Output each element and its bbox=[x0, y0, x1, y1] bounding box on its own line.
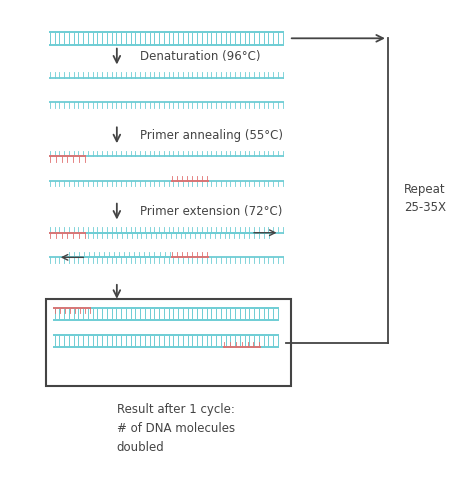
Text: Primer annealing (55°C): Primer annealing (55°C) bbox=[140, 129, 283, 142]
Text: Primer extension (72°C): Primer extension (72°C) bbox=[140, 205, 283, 218]
Text: Denaturation (96°C): Denaturation (96°C) bbox=[140, 50, 261, 63]
Text: Repeat
25-35X: Repeat 25-35X bbox=[404, 183, 447, 214]
Text: Result after 1 cycle:
# of DNA molecules
doubled: Result after 1 cycle: # of DNA molecules… bbox=[117, 402, 235, 453]
Bar bbox=[46, 299, 291, 386]
